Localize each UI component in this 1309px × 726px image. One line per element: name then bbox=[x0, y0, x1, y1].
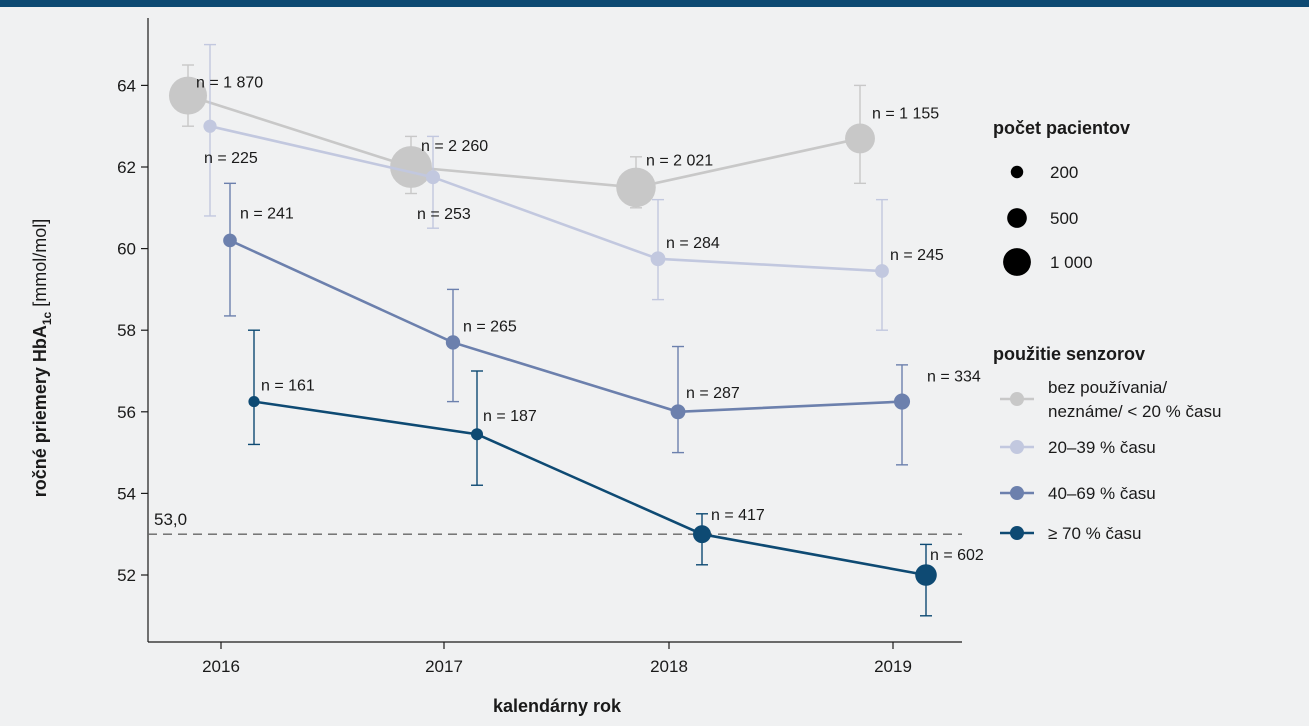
y-tick-label-64: 64 bbox=[117, 76, 136, 95]
legend-size-label-200: 200 bbox=[1050, 163, 1078, 182]
legend-color-label-3: 40–69 % času bbox=[1048, 484, 1156, 503]
series-3-n-label-2019: n = 334 bbox=[927, 369, 981, 386]
series-1-n-label-2017: n = 2 260 bbox=[421, 138, 488, 155]
series-4-point-2016 bbox=[248, 396, 260, 408]
x-tick-label-2016: 2016 bbox=[202, 657, 240, 676]
series-3-n-label-2018: n = 287 bbox=[686, 385, 740, 402]
legend-size-label-500: 500 bbox=[1050, 209, 1078, 228]
legend-color-marker-1 bbox=[1010, 392, 1024, 406]
series-3-point-2017 bbox=[445, 335, 461, 350]
y-tick-label-58: 58 bbox=[117, 321, 136, 340]
series-3-n-label-2016: n = 241 bbox=[240, 205, 294, 222]
series-2-point-2016 bbox=[203, 119, 217, 133]
y-tick-label-52: 52 bbox=[117, 566, 136, 585]
series-2-n-label-2019: n = 245 bbox=[890, 247, 944, 264]
series-1 bbox=[168, 64, 875, 209]
series-4-point-2018 bbox=[693, 525, 711, 544]
legend-size-label-1000: 1 000 bbox=[1050, 253, 1093, 272]
legend-color-marker-3 bbox=[1010, 486, 1024, 500]
reference-line-group: 53,0 bbox=[148, 510, 962, 535]
x-axis-title: kalendárny rok bbox=[493, 696, 622, 716]
series-4 bbox=[248, 329, 937, 617]
series-4-line bbox=[253, 400, 927, 577]
series-3-point-2019 bbox=[893, 393, 911, 410]
series-2-n-label-2016: n = 225 bbox=[204, 150, 258, 167]
y-axis-title-main: ročné priemery HbA bbox=[30, 325, 50, 497]
series-1-point-2016 bbox=[168, 76, 208, 115]
reference-line-label: 53,0 bbox=[154, 510, 187, 529]
y-axis-title-sub: 1c bbox=[40, 311, 54, 325]
x-tick-label-2019: 2019 bbox=[874, 657, 912, 676]
y-tick-label-54: 54 bbox=[117, 484, 136, 503]
legend-color-title: použitie senzorov bbox=[993, 344, 1145, 364]
series-3-line bbox=[229, 239, 903, 414]
x-tick-label-2018: 2018 bbox=[650, 657, 688, 676]
y-tick-label-62: 62 bbox=[117, 158, 136, 177]
legend-size-marker-500 bbox=[1007, 208, 1027, 228]
series-2-point-2019 bbox=[875, 264, 889, 278]
series-2-n-label-2017: n = 253 bbox=[417, 206, 471, 223]
y-axis-title: ročné priemery HbA1c [mmol/mol] bbox=[30, 219, 54, 497]
series-layer bbox=[168, 43, 937, 617]
legend-color-marker-4 bbox=[1010, 526, 1024, 540]
series-1-n-label-2016: n = 1 870 bbox=[196, 75, 263, 92]
series-1-n-label-2019: n = 1 155 bbox=[872, 105, 939, 122]
legend-size-marker-200 bbox=[1010, 165, 1024, 179]
series-4-point-2019 bbox=[915, 564, 937, 586]
n-labels-layer: n = 1 870 n = 2 260 n = 2 021 n = 1 155 n = … bbox=[196, 75, 984, 564]
series-1-line bbox=[187, 94, 861, 189]
series-2-point-2017 bbox=[426, 170, 440, 185]
y-tick-label-56: 56 bbox=[117, 403, 136, 422]
series-3-n-label-2017: n = 265 bbox=[463, 318, 517, 335]
series-2-point-2018 bbox=[650, 251, 666, 267]
series-4-n-label-2018: n = 417 bbox=[711, 507, 765, 524]
series-2 bbox=[203, 43, 889, 331]
legend: počet pacientov 200 500 1 000 použitie senzo… bbox=[993, 118, 1221, 543]
x-tick-label-2017: 2017 bbox=[425, 657, 463, 676]
axes: 52 54 56 58 60 62 64 2016 2017 2018 2019 kalendárny… bbox=[30, 18, 962, 716]
series-4-n-label-2019: n = 602 bbox=[930, 547, 984, 564]
legend-color-label-1: bez používania/ bbox=[1048, 378, 1167, 397]
legend-size-marker-1000 bbox=[1003, 248, 1031, 276]
legend-color-marker-2 bbox=[1010, 440, 1024, 454]
series-1-n-label-2018: n = 2 021 bbox=[646, 152, 713, 169]
top-accent-bar bbox=[0, 0, 1309, 7]
series-3 bbox=[223, 182, 911, 466]
series-3-point-2016 bbox=[223, 233, 237, 248]
series-1-point-2017 bbox=[390, 146, 432, 188]
legend-color-label-1-line2: neznáme/ < 20 % času bbox=[1048, 402, 1221, 421]
series-2-line bbox=[209, 124, 883, 273]
y-axis-title-unit: [mmol/mol] bbox=[30, 219, 50, 312]
series-2-n-label-2018: n = 284 bbox=[666, 235, 720, 252]
legend-color-label-4: ≥ 70 % času bbox=[1048, 524, 1141, 543]
series-3-point-2018 bbox=[670, 404, 686, 420]
series-4-point-2017 bbox=[470, 428, 484, 441]
y-tick-label-60: 60 bbox=[117, 240, 136, 259]
series-4-n-label-2017: n = 187 bbox=[483, 408, 537, 425]
series-4-n-label-2016: n = 161 bbox=[261, 378, 315, 395]
series-1-point-2019 bbox=[845, 123, 875, 154]
series-1-point-2018 bbox=[616, 167, 656, 208]
legend-size-title: počet pacientov bbox=[993, 118, 1130, 138]
legend-color-label-2: 20–39 % času bbox=[1048, 438, 1156, 457]
